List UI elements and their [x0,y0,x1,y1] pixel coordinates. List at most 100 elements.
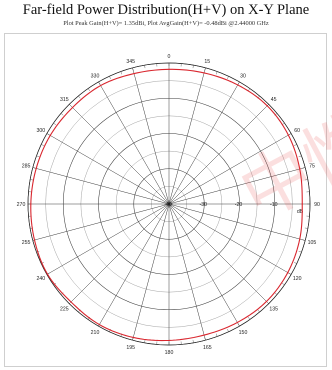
grid-tick [304,179,308,181]
grid-tick [304,227,308,229]
grid-tick [274,292,278,295]
pattern-point [168,68,170,70]
pattern-point [237,84,239,86]
grid-tick [302,167,306,169]
grid-tick [192,339,194,343]
grid-tick [266,301,269,304]
grid-spoke [168,203,292,275]
grid-tick [281,282,285,286]
angle-label: 315 [60,97,69,103]
grid-tick [247,316,251,320]
grid-tick [120,71,122,75]
angle-labels: 0 15 30 45 60 75 90 105 120 135 150 165 180 195 210 225… [17,54,320,356]
pattern-point [203,72,205,74]
pattern-point [168,339,170,342]
pattern-point [35,167,37,170]
grid-tick [144,65,146,69]
pattern-point [49,134,51,137]
grid-spoke [168,167,306,205]
angle-label: 45 [271,97,277,103]
angle-label: 135 [269,306,278,312]
angle-label: 150 [239,330,248,336]
pattern-point [287,134,289,136]
angle-label: 120 [293,276,302,282]
grid-tick [109,76,111,80]
pattern-point [236,321,238,324]
grid-spoke [46,133,170,205]
grid-tick [257,309,260,313]
grid-tick [98,81,101,85]
pattern-point [299,238,301,240]
grid-tick [144,339,146,343]
pattern-point [265,300,268,303]
pattern-point [299,168,301,170]
grid-tick [192,65,194,69]
angle-label: 90 [314,202,320,208]
ring-label: -20 [235,202,243,208]
grid-tick [227,76,229,80]
grid-tick [53,122,57,126]
grid-spoke [168,203,269,304]
angle-label: 195 [126,345,135,351]
grid-tick [288,272,292,275]
pattern-point [30,203,32,205]
series-group [30,68,303,342]
angle-label: 225 [60,306,69,312]
grid-tick [132,67,134,71]
pattern-point [133,72,135,75]
grid-tick [41,144,45,146]
grid-spoke [98,81,170,205]
chart-title: Far-field Power Distribution(H+V) on X-Y… [22,2,310,18]
angle-label: 0 [168,54,171,60]
pattern-point [266,105,268,107]
grid-spoke [98,203,170,327]
grid-tick [46,133,50,136]
grid-tick [69,104,72,107]
angle-label: 180 [165,350,174,356]
grid-tick [298,155,302,157]
angle-label: 330 [91,74,100,80]
ring-label: -40 [164,202,172,208]
center-point [167,202,171,206]
pattern-point [132,336,134,339]
angle-label: 240 [37,276,46,282]
grid-spoke [32,167,170,205]
grid-tick [78,95,81,99]
angle-label: 60 [294,128,300,134]
angle-label: 285 [22,163,31,169]
grid-tick [237,81,240,85]
angle-label: 30 [240,74,246,80]
grid-spoke [132,203,170,341]
grid-spoke [168,81,240,205]
grid-tick [36,155,40,157]
plot-frame [4,33,327,367]
grid-tick [227,328,229,332]
grid-tick [293,262,297,264]
grid-spoke [168,203,306,241]
grid-tick [216,333,218,337]
grid-spoke [132,67,170,205]
pattern-point [71,106,74,109]
grid-tick [204,67,206,71]
angle-label: 75 [309,163,315,169]
grid-tick [87,88,91,92]
grid-spoke [168,203,240,327]
grid-tick [302,239,306,241]
grid-spoke [32,203,170,241]
chart-subtitle: Plot Peak Gain(H+V)= 1.35dBi, Plot AvgGa… [63,20,269,27]
grid-spoke [46,203,170,275]
grid-tick [32,167,36,169]
angle-label: 105 [308,240,317,246]
grid-spoke [168,133,292,205]
pattern-point [100,84,102,87]
ring-label: -10 [270,202,278,208]
pattern-point [98,323,100,326]
polar-grid [27,62,311,346]
grid-spoke [168,104,269,205]
grid-spoke [168,203,206,341]
pattern-point [203,334,205,336]
grid-tick [30,179,34,181]
grid-tick [293,144,297,146]
angle-label: 165 [203,345,212,351]
